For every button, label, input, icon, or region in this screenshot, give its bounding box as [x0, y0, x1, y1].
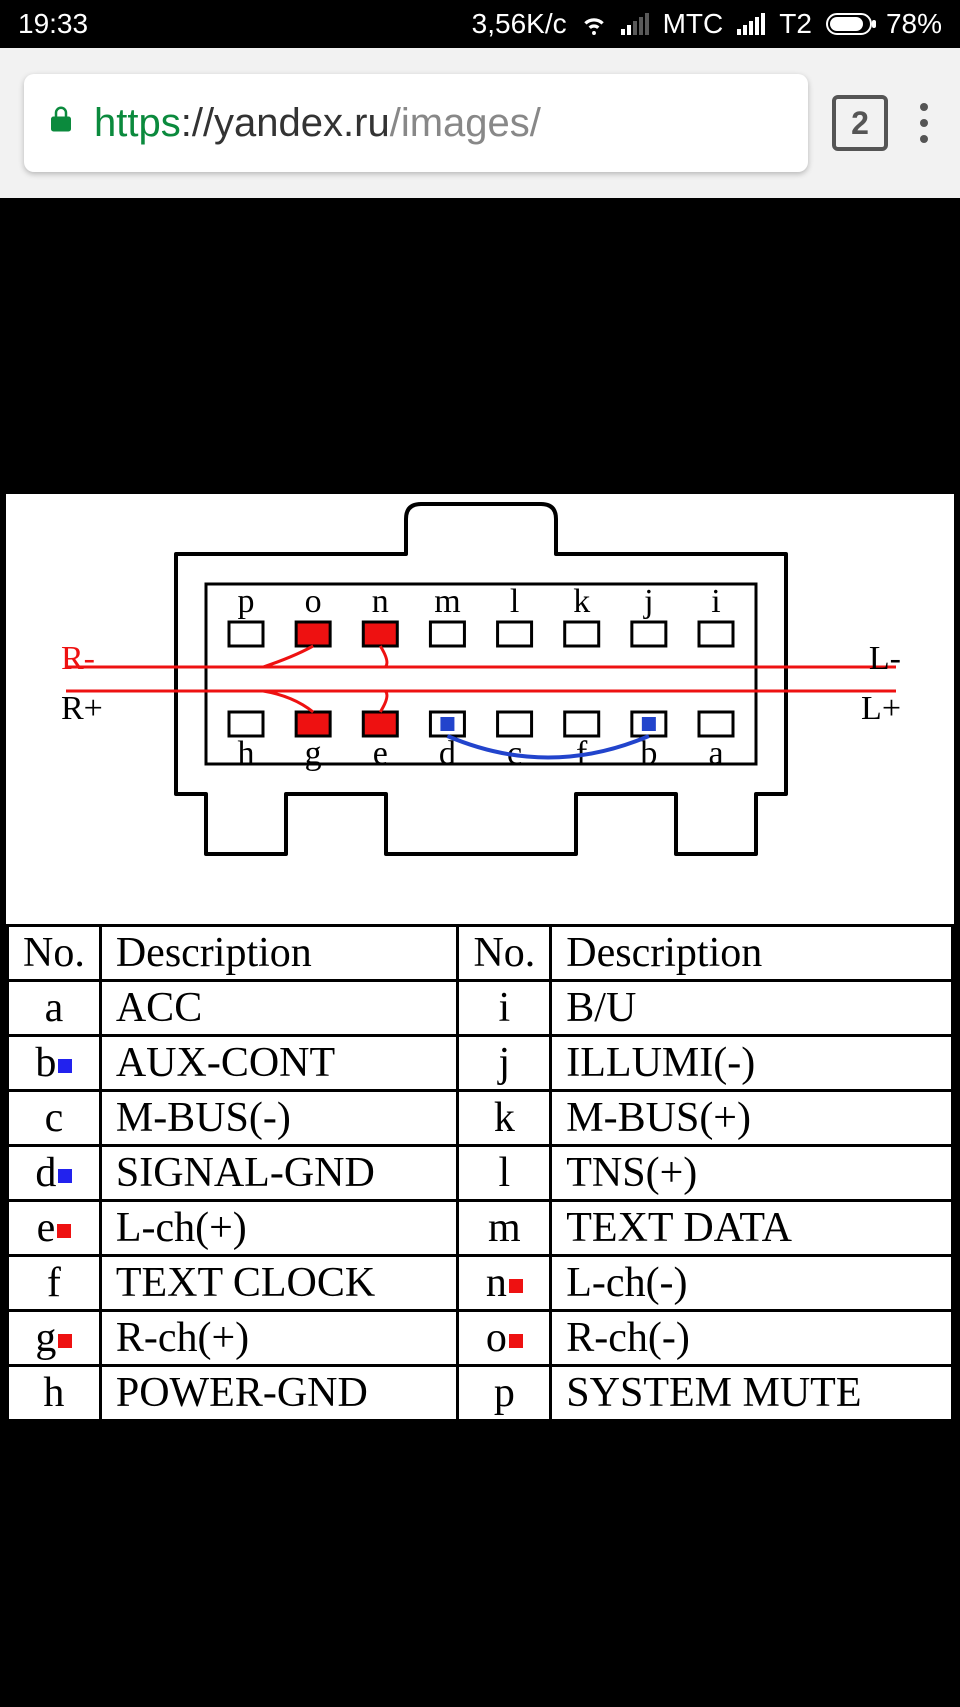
pin-no-cell: b — [8, 1036, 101, 1091]
pin-table: No.DescriptionNo.Description aACCiB/UbAU… — [6, 924, 954, 1422]
pin-marker-blue — [58, 1169, 72, 1183]
svg-text:h: h — [238, 735, 255, 772]
table-row: bAUX-CONTjILLUMI(-) — [8, 1036, 953, 1091]
pin-no-cell: n — [458, 1256, 551, 1311]
svg-text:k: k — [573, 583, 590, 620]
pin-table-header: No. — [458, 926, 551, 981]
carrier-1: MTC — [663, 8, 724, 40]
table-row: hPOWER-GNDpSYSTEM MUTE — [8, 1366, 953, 1421]
battery-icon — [826, 13, 872, 35]
pin-desc-cell: M-BUS(+) — [551, 1091, 953, 1146]
url-path: /images/ — [390, 101, 541, 145]
pin-no-cell: j — [458, 1036, 551, 1091]
pin-table-header: Description — [551, 926, 953, 981]
battery-pct: 78% — [886, 8, 942, 40]
svg-text:L+: L+ — [861, 690, 901, 727]
signal-1-icon — [621, 13, 649, 35]
url-proto: https — [94, 101, 181, 145]
table-row: dSIGNAL-GNDlTNS(+) — [8, 1146, 953, 1201]
svg-text:n: n — [372, 583, 389, 620]
svg-text:a: a — [708, 735, 723, 772]
svg-text:j: j — [643, 583, 653, 620]
pin-no-cell: c — [8, 1091, 101, 1146]
tab-switcher-button[interactable]: 2 — [832, 95, 888, 151]
url-host: ://yandex.ru — [181, 101, 390, 145]
pin-no-cell: p — [458, 1366, 551, 1421]
connector-svg: ponmlkjihgedcfbaR-R+L-L+ — [6, 494, 954, 924]
table-row: fTEXT CLOCKnL-ch(-) — [8, 1256, 953, 1311]
pin-desc-cell: TEXT CLOCK — [100, 1256, 458, 1311]
pin-desc-cell: R-ch(-) — [551, 1311, 953, 1366]
browser-toolbar: https://yandex.ru/images/ 2 — [0, 48, 960, 198]
pin-table-header: No. — [8, 926, 101, 981]
pin-no-cell: d — [8, 1146, 101, 1201]
signal-2-icon — [737, 13, 765, 35]
table-row: cM-BUS(-)kM-BUS(+) — [8, 1091, 953, 1146]
pin-table-header: Description — [100, 926, 458, 981]
pin-marker-blue — [58, 1059, 72, 1073]
pin-desc-cell: TNS(+) — [551, 1146, 953, 1201]
svg-text:L-: L- — [869, 640, 901, 677]
pin-desc-cell: B/U — [551, 981, 953, 1036]
pin-no-cell: h — [8, 1366, 101, 1421]
url-bar[interactable]: https://yandex.ru/images/ — [24, 74, 808, 172]
carrier-2: T2 — [779, 8, 812, 40]
pin-desc-cell: AUX-CONT — [100, 1036, 458, 1091]
table-row: aACCiB/U — [8, 981, 953, 1036]
pin-desc-cell: M-BUS(-) — [100, 1091, 458, 1146]
content-viewport[interactable]: ponmlkjihgedcfbaR-R+L-L+ No.DescriptionN… — [0, 198, 960, 1707]
pin-desc-cell: R-ch(+) — [100, 1311, 458, 1366]
svg-text:R+: R+ — [61, 690, 103, 727]
svg-text:R-: R- — [61, 640, 95, 677]
svg-text:p: p — [238, 583, 255, 620]
pin-no-cell: o — [458, 1311, 551, 1366]
pin-no-cell: f — [8, 1256, 101, 1311]
pin-no-cell: i — [458, 981, 551, 1036]
pin-desc-cell: TEXT DATA — [551, 1201, 953, 1256]
pin-marker-red — [58, 1334, 72, 1348]
status-speed: 3,56K/c — [472, 8, 567, 40]
connector-card: ponmlkjihgedcfbaR-R+L-L+ No.DescriptionN… — [0, 488, 960, 1428]
pin-no-cell: l — [458, 1146, 551, 1201]
pin-desc-cell: L-ch(+) — [100, 1201, 458, 1256]
pin-marker-red — [509, 1279, 523, 1293]
status-bar: 19:33 3,56K/c MTC T2 78% — [0, 0, 960, 48]
url-text: https://yandex.ru/images/ — [94, 101, 541, 146]
table-row: eL-ch(+)mTEXT DATA — [8, 1201, 953, 1256]
svg-text:g: g — [305, 735, 322, 772]
more-menu-button[interactable] — [912, 103, 936, 143]
pin-desc-cell: SIGNAL-GND — [100, 1146, 458, 1201]
pin-no-cell: k — [458, 1091, 551, 1146]
svg-text:i: i — [711, 583, 720, 620]
status-time: 19:33 — [18, 8, 88, 40]
pin-no-cell: m — [458, 1201, 551, 1256]
connector-diagram: ponmlkjihgedcfbaR-R+L-L+ — [6, 494, 954, 924]
pin-no-cell: a — [8, 981, 101, 1036]
pin-desc-cell: SYSTEM MUTE — [551, 1366, 953, 1421]
pin-desc-cell: ILLUMI(-) — [551, 1036, 953, 1091]
svg-text:l: l — [510, 583, 519, 620]
pin-no-cell: g — [8, 1311, 101, 1366]
table-row: gR-ch(+)oR-ch(-) — [8, 1311, 953, 1366]
svg-text:e: e — [373, 735, 388, 772]
svg-text:m: m — [434, 583, 460, 620]
svg-text:o: o — [305, 583, 322, 620]
pin-marker-red — [509, 1334, 523, 1348]
lock-icon — [46, 102, 76, 145]
pin-no-cell: e — [8, 1201, 101, 1256]
pin-desc-cell: ACC — [100, 981, 458, 1036]
pin-desc-cell: L-ch(-) — [551, 1256, 953, 1311]
status-right: 3,56K/c MTC T2 78% — [472, 8, 942, 40]
pin-marker-red — [57, 1224, 71, 1238]
pin-desc-cell: POWER-GND — [100, 1366, 458, 1421]
wifi-icon — [581, 11, 607, 37]
